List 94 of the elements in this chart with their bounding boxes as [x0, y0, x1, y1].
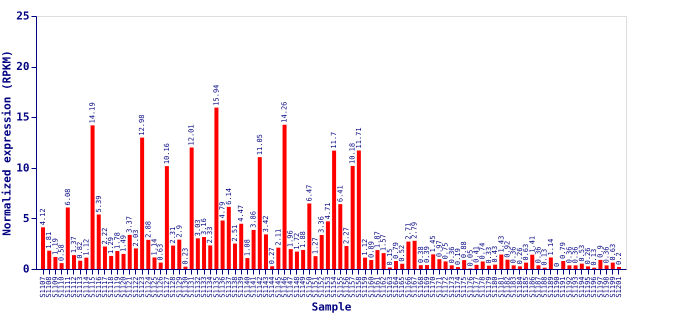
bar: [369, 260, 374, 269]
bar: [363, 258, 368, 269]
bar: [493, 264, 498, 269]
bar: [567, 265, 572, 269]
bar: [610, 262, 615, 269]
bar: [506, 260, 510, 269]
y-tick-label: 25: [16, 10, 30, 22]
bar: [164, 166, 169, 269]
bar: [202, 237, 206, 269]
bar: [598, 260, 602, 269]
bar: [431, 254, 436, 269]
bar: [424, 265, 429, 269]
bar: [536, 265, 540, 269]
bar: [214, 108, 218, 269]
bar: [96, 214, 101, 269]
bar: [276, 248, 280, 269]
y-tick-label: 15: [16, 110, 30, 124]
bar: [233, 244, 238, 269]
bar: [258, 157, 262, 269]
bar: [548, 257, 553, 269]
bar: [60, 263, 64, 269]
bar: [524, 262, 528, 269]
y-tick-label: 10: [16, 161, 30, 174]
bar: [499, 254, 504, 269]
bar: [245, 258, 250, 269]
bar: [561, 261, 566, 269]
y-tick-label: 0: [22, 262, 30, 276]
bar: [604, 265, 609, 269]
y-tick-label: 20: [16, 60, 30, 74]
bar: [177, 240, 182, 269]
bar: [320, 234, 324, 269]
bar: [332, 150, 336, 269]
bar: [122, 254, 126, 269]
bar: [115, 250, 120, 269]
bar: [444, 261, 448, 269]
bar: [47, 250, 52, 269]
bar: [586, 266, 590, 269]
bar: [356, 150, 361, 269]
bar: [350, 166, 355, 269]
bar: [264, 234, 268, 269]
bar: [400, 264, 404, 269]
bar: [140, 138, 144, 269]
bar: [338, 204, 342, 269]
bar: [480, 262, 485, 269]
bar: [406, 242, 410, 269]
bar: [90, 125, 95, 269]
bar: [220, 220, 225, 269]
bar: [462, 260, 466, 269]
bar: [437, 259, 442, 269]
bar: [158, 262, 163, 269]
bar: [307, 204, 312, 269]
bar: [226, 206, 231, 269]
y-axis-title: Normalized expression (RPKM): [0, 50, 14, 236]
bar: [580, 264, 584, 269]
bar: [270, 266, 274, 269]
bar: [128, 234, 132, 269]
bar: [344, 246, 348, 269]
y-tick-label: 5: [22, 212, 30, 225]
bar: [474, 264, 479, 269]
bar: [109, 256, 114, 269]
bar: [282, 124, 287, 269]
bar: [486, 266, 491, 269]
bar: [288, 249, 293, 269]
bar: [294, 252, 299, 269]
bar: [239, 224, 244, 269]
bar: [196, 238, 200, 269]
bar: [146, 240, 150, 269]
bar: [171, 246, 176, 269]
bar: [53, 256, 58, 269]
bar: [152, 257, 156, 269]
bar: [66, 207, 70, 269]
bar: [190, 147, 194, 269]
bar: [314, 256, 318, 269]
bar: [382, 253, 386, 269]
bar: [252, 230, 256, 269]
bar: [394, 261, 398, 269]
bar: [412, 240, 417, 269]
x-axis-title: Sample: [312, 300, 352, 314]
bar: [134, 248, 138, 269]
bar: [450, 265, 454, 269]
bar: [512, 265, 516, 269]
bar: [574, 265, 578, 269]
bar: [78, 260, 82, 269]
bar: [530, 254, 534, 269]
bar: [518, 266, 522, 269]
bar: [418, 265, 423, 269]
bar: [208, 245, 212, 269]
bar: [102, 246, 107, 269]
bar: [41, 227, 46, 269]
bar: [326, 221, 330, 269]
bar: [72, 255, 76, 269]
bar: [301, 250, 306, 269]
bar: [375, 250, 380, 269]
bar: [84, 258, 88, 269]
